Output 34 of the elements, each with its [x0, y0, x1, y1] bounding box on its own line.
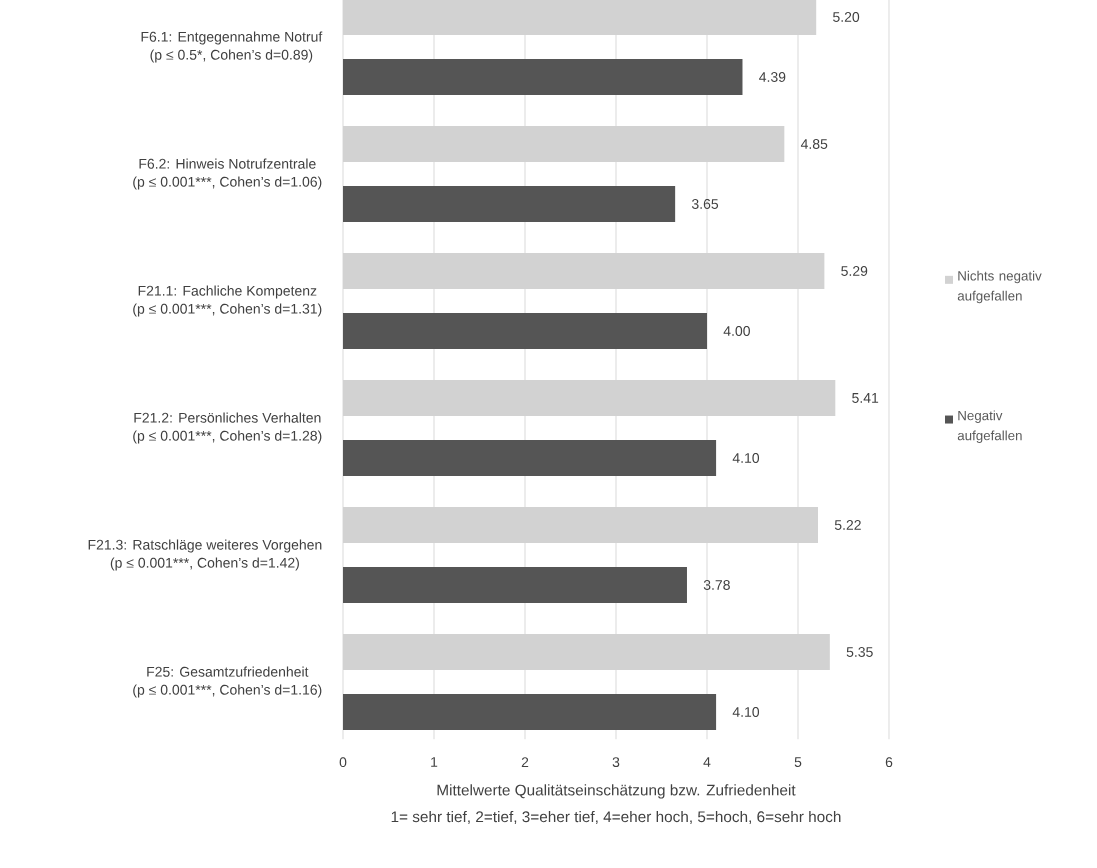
legend-label: Nichts negativ aufgefallen [957, 270, 1042, 304]
data-label: 5.35 [846, 647, 873, 657]
x-tick-label: 3 [612, 757, 620, 768]
data-label: 4.39 [759, 72, 786, 82]
data-label: 4.10 [732, 707, 760, 717]
bar [343, 693, 717, 730]
data-label: 3.78 [703, 580, 730, 590]
x-tick-label: 0 [339, 757, 347, 768]
data-label: 5.22 [834, 520, 861, 530]
data-label: 5.29 [841, 266, 868, 276]
x-tick-label: 6 [885, 757, 893, 768]
bar [343, 186, 676, 222]
data-label: 4.00 [723, 326, 750, 336]
bar [343, 439, 717, 476]
x-tick-label: 2 [521, 757, 529, 767]
data-label: 3.65 [691, 199, 719, 209]
legend-label: Negativ aufgefallen [957, 410, 1022, 443]
data-label: 4.10 [732, 453, 760, 463]
y-tick-label: F21.2: Persönliches Verhalten (p ≤ 0.001***, Cohen’s d=1.28) [133, 412, 322, 444]
data-label: 5.20 [833, 12, 860, 22]
x-axis-title: Mittelwerte Qualitätseinschätzung bzw. Zufriedenheit 1= sehr tief, 2=tief, 3=eher tief, 4=eher hoch, 5=hoch, 6=sehr hoch [391, 784, 841, 824]
bar [343, 313, 707, 349]
y-tick-label: F21.1: Fachliche Kompetenz (p ≤ 0.001***, Cohen’s d=1.31) [133, 285, 322, 317]
x-tick-label: 5 [794, 757, 802, 767]
data-label: 5.41 [852, 393, 879, 403]
y-tick-label: F6.2: Hinweis Notrufzentrale (p ≤ 0.001***, Cohen’s d=1.06) [133, 158, 322, 190]
y-tick-label: F21.3: Ratschläge weiteres Vorgehen (p ≤ 0.001***, Cohen’s d=1.42) [88, 539, 322, 571]
bar [343, 59, 743, 95]
x-tick-label: 4 [703, 757, 711, 767]
x-tick-label: 1 [431, 757, 438, 767]
y-tick-label: F6.1: Entgegennahme Notruf (p ≤ 0.5*, Cohen’s d=0.89) [141, 31, 323, 63]
bar [343, 566, 687, 603]
y-tick-label: F25: Gesamtzufriedenheit (p ≤ 0.001***, Cohen’s d=1.16) [133, 666, 322, 698]
data-label: 4.85 [800, 139, 828, 149]
